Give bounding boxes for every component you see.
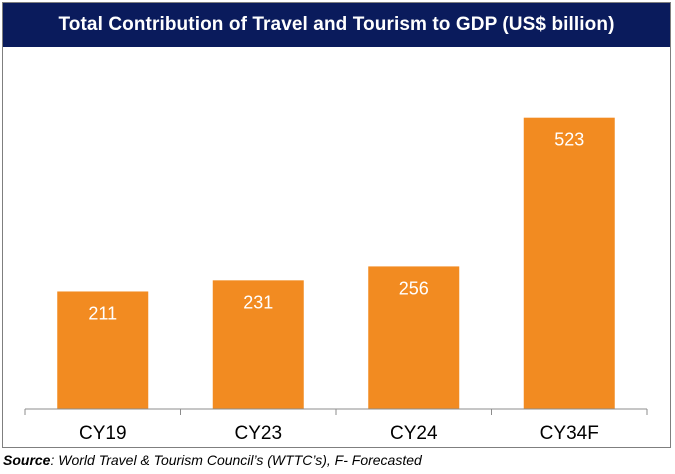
data-label-cy19: 211 [88,303,117,323]
bar-cy23 [212,280,304,409]
bar-cy24 [368,266,460,409]
x-tick-label-cy34f: CY34F [540,423,599,444]
source-label: Source [3,452,51,468]
chart-title: Total Contribution of Travel and Tourism… [3,3,670,47]
data-label-cy23: 231 [243,292,273,312]
bar-cy19 [57,291,149,409]
bar-chart: 211 CY19 231 CY23 256 CY24 523 CY34F [24,117,648,444]
data-label-cy34f: 523 [554,130,584,150]
source-note: Source: World Travel & Tourism Council’s… [3,452,422,468]
x-tick-label-cy24: CY24 [390,423,438,444]
bar-cy34f [523,117,615,410]
x-tick-label-cy19: CY19 [79,423,127,444]
source-text: : World Travel & Tourism Council’s (WTTC… [50,452,422,468]
x-tick-label-cy23: CY23 [234,423,282,444]
chart-frame: Total Contribution of Travel and Tourism… [2,2,671,448]
data-label-cy24: 256 [399,278,429,298]
